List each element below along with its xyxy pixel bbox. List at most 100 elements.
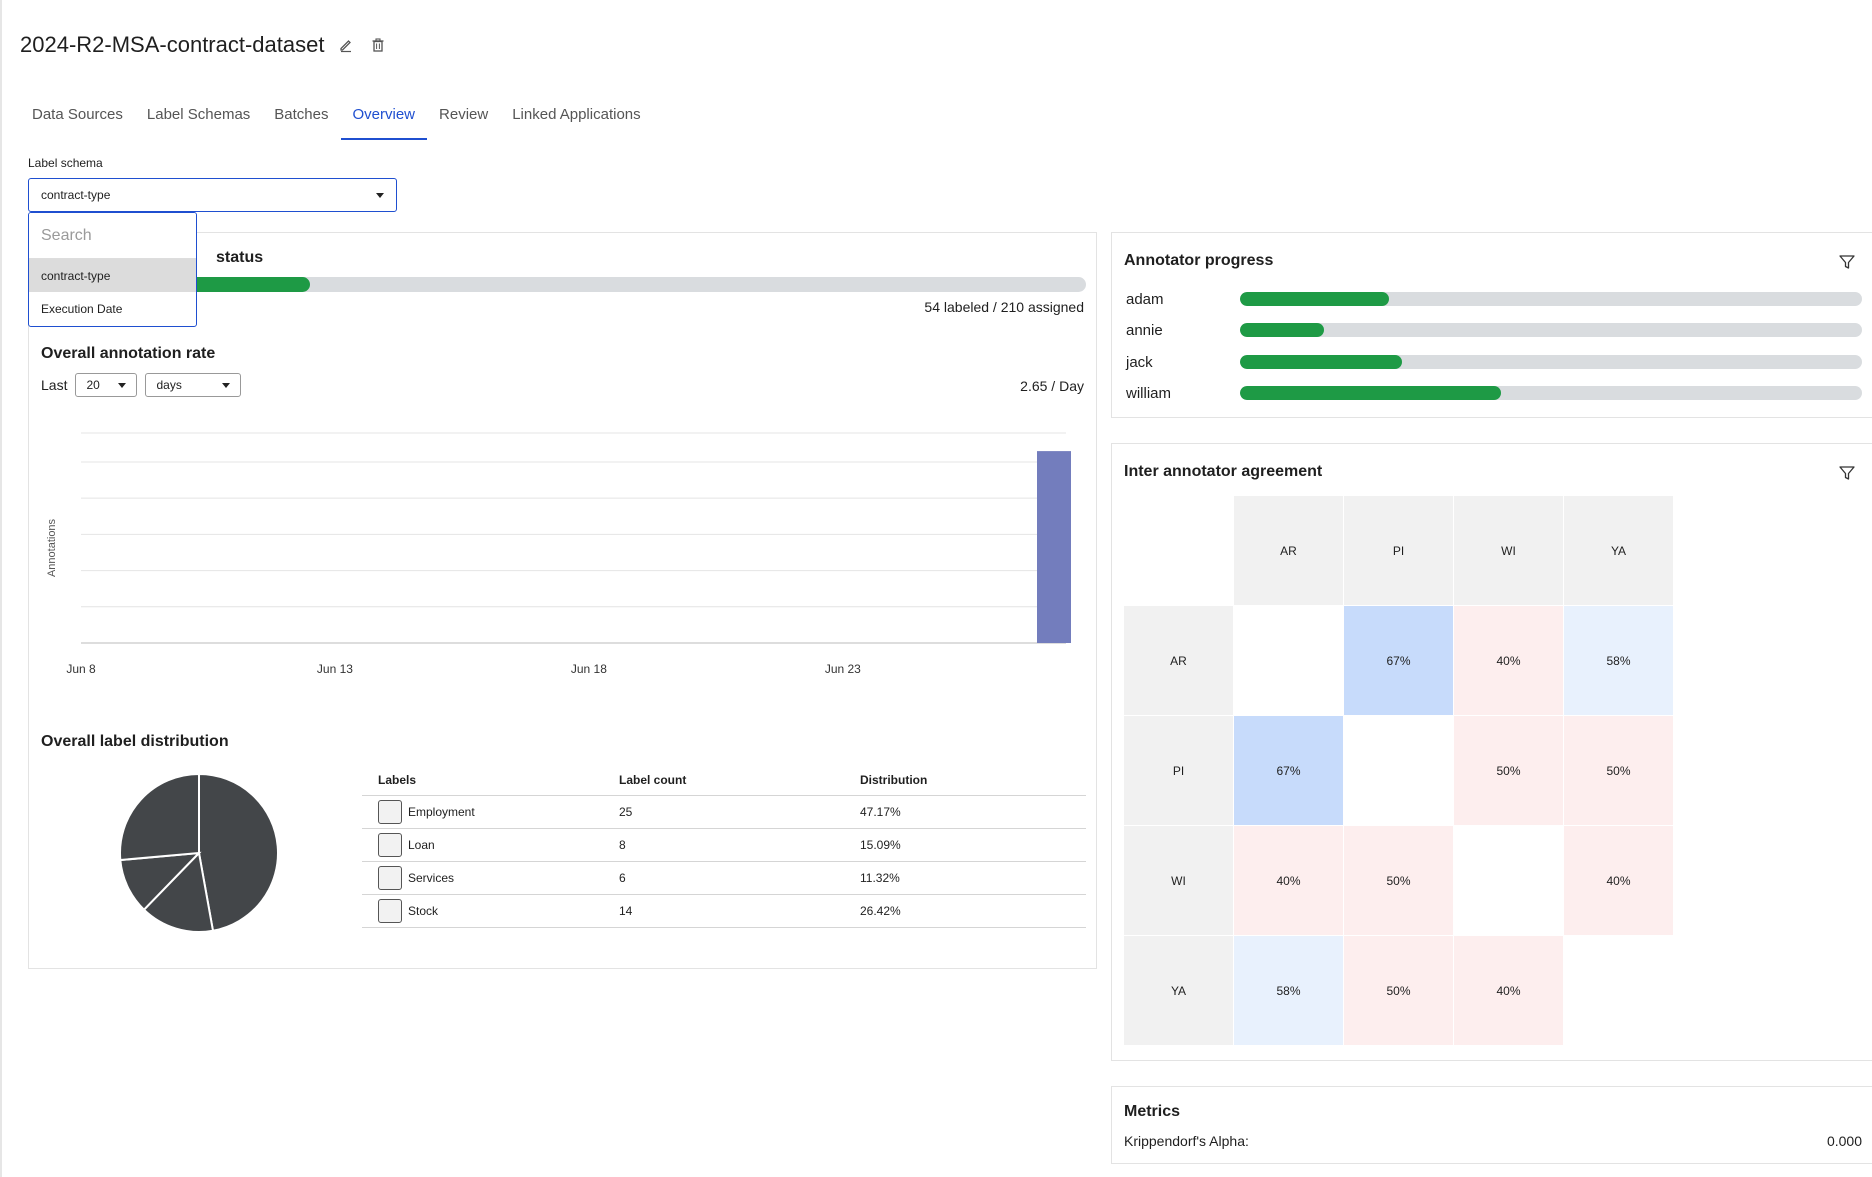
dropdown-search	[29, 213, 196, 259]
matrix-col-header: WI	[1454, 496, 1564, 606]
trash-icon[interactable]	[368, 35, 388, 55]
edit-icon[interactable]	[336, 35, 356, 55]
table-row: Loan 8 15.09%	[362, 828, 1086, 862]
schema-dropdown-menu: contract-type Execution Date	[28, 212, 197, 327]
matrix-cell	[1564, 936, 1674, 1046]
matrix-col-header: YA	[1564, 496, 1674, 606]
label-swatch[interactable]	[378, 832, 402, 857]
inter-annotator-agreement-panel: Inter annotator agreement AR PI WI YA AR…	[1111, 443, 1872, 1061]
label-distribution: 26.42%	[844, 894, 1086, 928]
annotator-row-william: william	[1126, 383, 1862, 403]
annotator-progress-fill	[1240, 355, 1402, 369]
tab-data-sources[interactable]: Data Sources	[32, 106, 123, 123]
label-swatch[interactable]	[378, 898, 402, 923]
matrix-cell: 50%	[1344, 936, 1454, 1046]
caret-down-icon	[222, 382, 231, 388]
filter-icon[interactable]	[1838, 464, 1856, 482]
dropdown-option-execution-date[interactable]: Execution Date	[41, 301, 123, 316]
label-distribution: 11.32%	[844, 861, 1086, 895]
table-row: Employment 25 47.17%	[362, 795, 1086, 829]
dropdown-option-contract-type[interactable]: contract-type	[29, 259, 196, 292]
labeling-overview-panel: status 54 labeled / 210 assigned Overall…	[28, 232, 1097, 969]
matrix-cell: 58%	[1564, 606, 1674, 716]
matrix-cell	[1344, 716, 1454, 826]
period-unit-select[interactable]: days	[145, 373, 242, 397]
label-name: Services	[408, 870, 455, 885]
status-progress-track	[41, 277, 1086, 292]
metric-name: Krippendorf's Alpha:	[1124, 1133, 1249, 1149]
metric-value: 0.000	[1826, 1133, 1862, 1149]
title-row: 2024-R2-MSA-contract-dataset	[20, 32, 388, 58]
matrix-cell: 40%	[1454, 936, 1564, 1046]
annotator-progress-fill	[1240, 386, 1502, 400]
filter-icon[interactable]	[1838, 253, 1856, 271]
label-distribution-table: Labels Label count Distribution Employme…	[362, 765, 1086, 928]
schema-select-value: contract-type	[41, 188, 111, 202]
tab-label-schemas[interactable]: Label Schemas	[146, 106, 251, 123]
chart-bar	[1037, 451, 1071, 643]
label-distribution-title: Overall label distribution	[41, 733, 229, 750]
annotator-progress-fill	[1240, 323, 1324, 337]
status-progress-text: 54 labeled / 210 assigned	[924, 299, 1084, 315]
matrix-cell: 50%	[1564, 716, 1674, 826]
annotator-row-adam: adam	[1126, 289, 1862, 309]
x-tick-label: Jun 18	[571, 662, 607, 676]
metrics-title: Metrics	[1124, 1103, 1181, 1120]
status-title-text: status	[216, 249, 264, 266]
iaa-title: Inter annotator agreement	[1124, 463, 1323, 480]
matrix-cell: 58%	[1234, 936, 1344, 1046]
annotator-row-jack: jack	[1126, 352, 1862, 372]
matrix-corner	[1124, 496, 1234, 606]
label-count: 25	[603, 795, 844, 829]
pie-slice-loan[interactable]	[142, 850, 215, 933]
annotator-name: adam	[1126, 290, 1164, 308]
matrix-col-header: PI	[1344, 496, 1454, 606]
x-tick-label: Jun 23	[825, 662, 861, 676]
label-distribution: 47.17%	[844, 795, 1086, 829]
dropdown-search-input[interactable]	[41, 226, 184, 245]
label-swatch[interactable]	[378, 799, 402, 824]
label-cell: Loan	[362, 828, 603, 862]
y-axis-label: Annotations	[46, 518, 58, 577]
pie-slice-stock[interactable]	[119, 773, 200, 862]
agreement-matrix: AR PI WI YA AR 67% 40% 58% PI 67% 50% 50…	[1124, 496, 1674, 1046]
annotator-row-annie: annie	[1126, 320, 1862, 340]
annotator-progress-track	[1240, 292, 1862, 306]
annotator-name: jack	[1126, 353, 1153, 371]
label-distribution-pie	[119, 773, 279, 933]
metric-row: Krippendorf's Alpha: 0.000	[1124, 1133, 1862, 1149]
label-count: 6	[603, 861, 844, 895]
table-row: Services 6 11.32%	[362, 861, 1086, 895]
matrix-cell: 40%	[1234, 826, 1344, 936]
label-count: 8	[603, 828, 844, 862]
table-header-row: Labels Label count Distribution	[362, 765, 1086, 796]
status-title: status	[41, 249, 263, 267]
label-name: Stock	[408, 903, 439, 918]
annotator-progress-track	[1240, 323, 1862, 337]
matrix-cell: 67%	[1344, 606, 1454, 716]
matrix-cell	[1454, 826, 1564, 936]
annotator-progress-panel: Annotator progress adam annie jack willi…	[1111, 232, 1872, 418]
annotator-progress-title: Annotator progress	[1124, 252, 1274, 269]
tab-review[interactable]: Review	[439, 106, 489, 123]
tab-overview[interactable]: Overview	[340, 100, 428, 140]
last-label: Last	[41, 377, 68, 393]
caret-down-icon	[118, 382, 127, 388]
tab-linked-applications[interactable]: Linked Applications	[512, 106, 641, 123]
pie-slice-employment[interactable]	[198, 773, 279, 932]
column-header-labels: Labels	[362, 765, 603, 796]
period-count-select[interactable]: 20	[75, 373, 138, 397]
table-row: Stock 14 26.42%	[362, 894, 1086, 928]
matrix-cell: 67%	[1234, 716, 1344, 826]
label-cell: Services	[362, 861, 603, 895]
label-cell: Stock	[362, 894, 603, 928]
schema-select[interactable]: contract-type	[28, 178, 397, 212]
caret-down-icon	[376, 192, 384, 198]
tab-batches[interactable]: Batches	[274, 106, 329, 123]
annotation-rate-chart: Jun 8 Jun 13 Jun 18 Jun 23 Annotations	[46, 432, 1071, 676]
annotator-progress-track	[1240, 355, 1862, 369]
label-swatch[interactable]	[378, 865, 402, 890]
period-unit-value: days	[156, 378, 182, 392]
annotation-rate-value: 2.65 / Day	[1020, 378, 1084, 394]
label-name: Employment	[408, 804, 475, 819]
